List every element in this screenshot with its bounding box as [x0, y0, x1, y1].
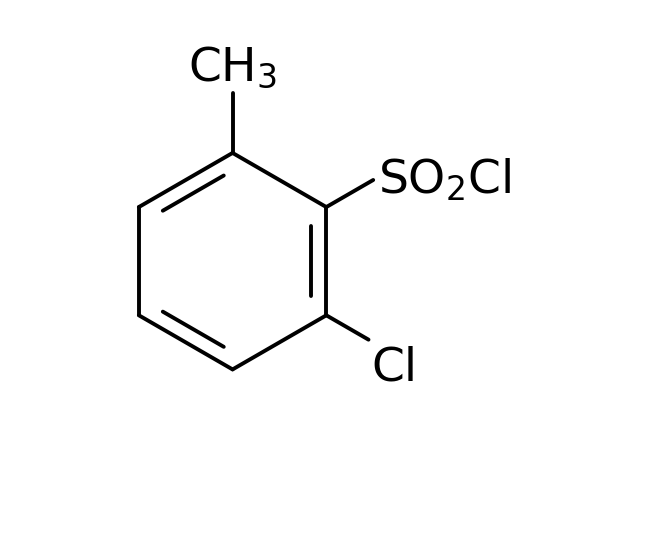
Text: CH$_3$: CH$_3$: [188, 45, 277, 91]
Text: Cl: Cl: [371, 345, 417, 390]
Text: SO$_2$Cl: SO$_2$Cl: [378, 157, 512, 203]
